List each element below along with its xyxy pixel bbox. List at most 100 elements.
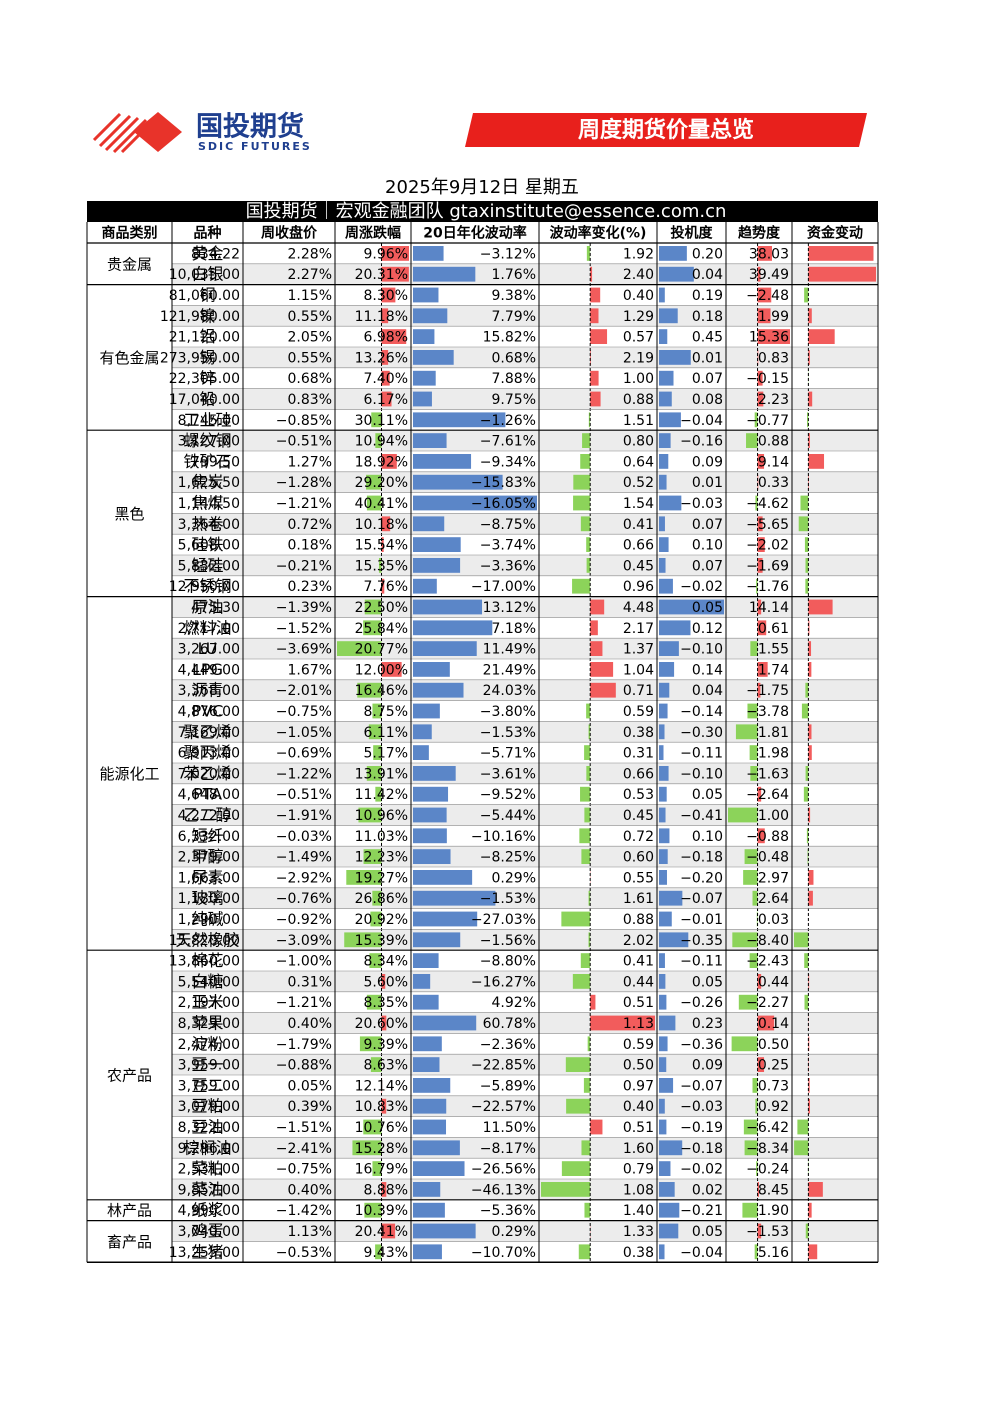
- cell-value: 38.03: [749, 246, 789, 262]
- category-name: 能源化工: [99, 765, 159, 783]
- cell-value: 1.33: [623, 1224, 654, 1240]
- cell-value: −2.01%: [276, 683, 332, 699]
- positive-bar: [808, 600, 832, 615]
- cell-value: 7.40%: [364, 371, 408, 387]
- cell-value: −1.91%: [276, 808, 332, 824]
- cell-value: 0.10: [692, 538, 723, 554]
- cell-value: 1,663.00: [178, 870, 240, 886]
- cell-value: 14.14: [749, 600, 789, 616]
- negative-bar: [797, 1120, 808, 1135]
- cell-value: −0.07: [680, 891, 723, 907]
- negative-bar: [566, 1099, 590, 1114]
- cell-value: −2.48: [746, 288, 789, 304]
- cell-value: 3,959.00: [178, 1058, 240, 1074]
- cell-value: 1.27%: [288, 454, 332, 470]
- cell-value: −0.36: [680, 1037, 723, 1053]
- data-bar: [413, 745, 429, 760]
- cell-value: −0.51%: [276, 787, 332, 803]
- cell-value: 1.76%: [492, 267, 536, 283]
- cell-value: −1.05%: [276, 725, 332, 741]
- cell-value: 3,759.00: [178, 1078, 240, 1094]
- cell-value: 29.20%: [355, 475, 408, 491]
- cell-value: 0.92: [758, 1099, 789, 1115]
- negative-bar: [742, 1203, 757, 1218]
- data-bar: [413, 766, 456, 781]
- cell-value: 10.76%: [355, 1120, 408, 1136]
- data-bar: [659, 1099, 665, 1114]
- cell-value: 0.40%: [288, 1182, 332, 1198]
- cell-value: 0.55%: [288, 350, 332, 366]
- cell-value: 3,267.00: [178, 642, 240, 658]
- data-bar: [659, 724, 665, 739]
- cell-value: 1.92: [623, 246, 654, 262]
- negative-bar: [743, 870, 757, 885]
- cell-value: 20.41%: [355, 1224, 408, 1240]
- cell-value: 2,717.00: [178, 621, 240, 637]
- category-name: 农产品: [107, 1067, 152, 1085]
- cell-value: 0.29%: [492, 1224, 536, 1240]
- data-bar: [413, 537, 461, 552]
- data-bar: [659, 1244, 665, 1259]
- cell-value: 20.77%: [355, 642, 408, 658]
- column-header: 趋势度: [738, 225, 781, 242]
- cell-value: −3.12%: [480, 246, 536, 262]
- cell-value: −8.75%: [480, 517, 536, 533]
- data-bar: [659, 1016, 675, 1031]
- data-bar: [413, 371, 436, 386]
- cell-value: −2.43: [746, 954, 789, 970]
- data-bar: [413, 1036, 442, 1051]
- data-bar: [413, 870, 472, 885]
- cell-value: 0.31: [623, 746, 654, 762]
- data-bar: [659, 974, 665, 989]
- cell-value: 15.28%: [355, 1141, 408, 1157]
- cell-value: 1.55: [758, 642, 789, 658]
- data-bar: [659, 1161, 670, 1176]
- cell-value: −0.03: [680, 496, 723, 512]
- positive-bar: [590, 1120, 602, 1135]
- cell-value: 9.75%: [492, 392, 536, 408]
- positive-bar: [808, 1182, 822, 1197]
- cell-value: 0.66: [623, 538, 654, 554]
- cell-value: 799.50: [191, 454, 240, 470]
- cell-value: 0.18: [692, 309, 723, 325]
- cell-value: 8.35%: [364, 995, 408, 1011]
- data-bar: [659, 1036, 668, 1051]
- cell-value: −1.26%: [480, 413, 536, 429]
- positive-bar: [590, 662, 613, 677]
- cell-value: 8.34%: [364, 954, 408, 970]
- cell-value: −2.36%: [480, 1037, 536, 1053]
- data-bar: [413, 787, 448, 802]
- cell-value: −1.52%: [276, 621, 332, 637]
- cell-value: −5.89%: [480, 1078, 536, 1094]
- cell-value: −0.24: [746, 1162, 789, 1178]
- negative-bar: [799, 516, 809, 531]
- data-bar: [659, 1140, 682, 1155]
- cell-value: 9.38%: [492, 288, 536, 304]
- data-bar: [413, 849, 451, 864]
- cell-value: 25.84%: [355, 621, 408, 637]
- cell-value: 0.23%: [288, 579, 332, 595]
- data-bar: [659, 745, 663, 760]
- cell-value: 3,364.00: [178, 517, 240, 533]
- data-bar: [659, 267, 694, 282]
- cell-value: −3.78: [746, 704, 789, 720]
- cell-value: 0.88: [758, 434, 789, 450]
- cell-value: 0.60: [623, 850, 654, 866]
- cell-value: −1.49%: [276, 850, 332, 866]
- negative-bar: [804, 288, 808, 303]
- negative-bar: [753, 891, 758, 906]
- cell-value: 15.39%: [355, 933, 408, 949]
- cell-value: 2,379.00: [178, 850, 240, 866]
- data-bar: [413, 620, 492, 635]
- data-bar: [659, 704, 668, 719]
- data-bar: [659, 766, 669, 781]
- data-bar: [659, 1120, 666, 1135]
- cell-value: −2.64: [746, 787, 789, 803]
- cell-value: 0.09: [692, 1058, 723, 1074]
- cell-value: −1.63: [746, 766, 789, 782]
- cell-value: −0.03%: [276, 829, 332, 845]
- positive-bar: [808, 329, 834, 344]
- cell-value: 0.51: [623, 1120, 654, 1136]
- cell-value: 5,608.00: [178, 538, 240, 554]
- data-bar: [413, 641, 477, 656]
